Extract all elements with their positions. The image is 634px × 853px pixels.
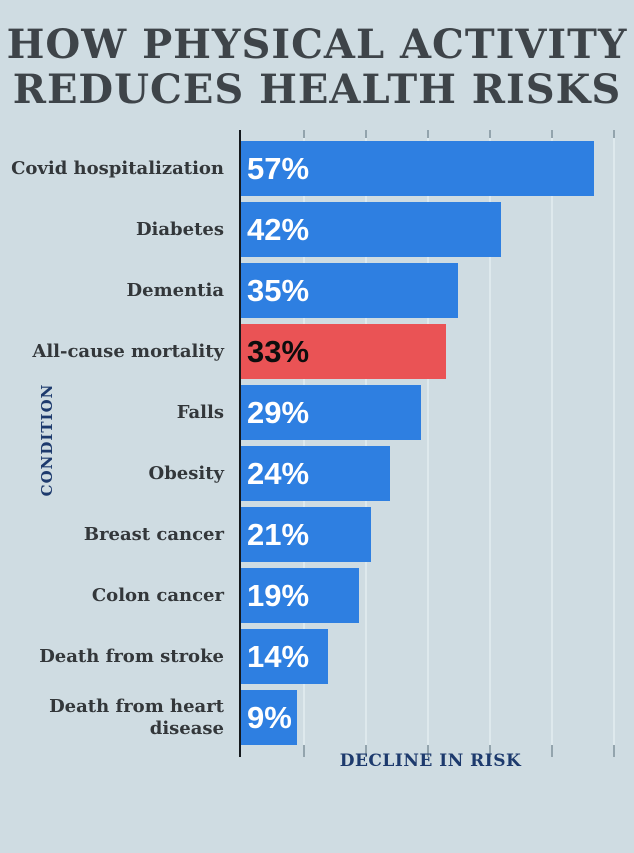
bar: 33% bbox=[241, 324, 446, 379]
bar-value-label: 24% bbox=[247, 456, 310, 491]
axis-tick-bottom bbox=[427, 745, 429, 757]
bar-value-label: 57% bbox=[247, 151, 310, 186]
axis-tick-bottom bbox=[303, 745, 305, 757]
category-label: Obesity bbox=[148, 462, 224, 484]
axis-tick-bottom bbox=[365, 745, 367, 757]
bar-value-label: 14% bbox=[247, 639, 310, 674]
bar: 19% bbox=[241, 568, 359, 623]
bar: 42% bbox=[241, 202, 502, 257]
bar-value-label: 42% bbox=[247, 212, 310, 247]
bar-value-label: 33% bbox=[247, 334, 310, 369]
bar-value-label: 21% bbox=[247, 517, 310, 552]
axis-tick-bottom bbox=[489, 745, 491, 757]
bar: 29% bbox=[241, 385, 421, 440]
y-axis-line bbox=[239, 130, 241, 757]
bar: 9% bbox=[241, 690, 297, 745]
category-label: Colon cancer bbox=[91, 584, 224, 606]
axis-tick-top bbox=[303, 130, 305, 138]
gridline bbox=[489, 138, 491, 745]
bar: 21% bbox=[241, 507, 372, 562]
category-label: Death from stroke bbox=[39, 645, 224, 667]
bar-value-label: 19% bbox=[247, 578, 310, 613]
bar-value-label: 29% bbox=[247, 395, 310, 430]
axis-tick-bottom bbox=[551, 745, 553, 757]
gridline bbox=[427, 138, 429, 745]
category-label: Diabetes bbox=[135, 218, 224, 240]
axis-tick-top bbox=[551, 130, 553, 138]
bar: 14% bbox=[241, 629, 328, 684]
axis-tick-bottom bbox=[613, 745, 615, 757]
bar: 24% bbox=[241, 446, 390, 501]
category-label: Covid hospitalization bbox=[11, 157, 224, 179]
x-axis-label: DECLINE IN RISK bbox=[339, 751, 522, 771]
axis-tick-top bbox=[489, 130, 491, 138]
gridline bbox=[551, 138, 553, 745]
category-label: Death from heart disease bbox=[49, 695, 224, 739]
bar: 57% bbox=[241, 141, 595, 196]
bar-value-label: 9% bbox=[247, 700, 292, 735]
axis-tick-top bbox=[427, 130, 429, 138]
gridline bbox=[365, 138, 367, 745]
gridline bbox=[303, 138, 305, 745]
category-label: Dementia bbox=[126, 279, 224, 301]
gridline bbox=[613, 138, 615, 745]
chart-title-line-2: REDUCES HEALTH RISKS bbox=[12, 66, 622, 113]
bar-value-label: 35% bbox=[247, 273, 310, 308]
axis-tick-top bbox=[365, 130, 367, 138]
category-label: All-cause mortality bbox=[32, 340, 224, 362]
chart-title: HOW PHYSICAL ACTIVITY REDUCES HEALTH RIS… bbox=[0, 22, 634, 112]
category-label: Falls bbox=[176, 401, 224, 423]
bar: 35% bbox=[241, 263, 458, 318]
axis-tick-top bbox=[613, 130, 615, 138]
category-label: Breast cancer bbox=[83, 523, 224, 545]
chart-title-line-1: HOW PHYSICAL ACTIVITY bbox=[6, 21, 628, 68]
category-label-column: Covid hospitalization Diabetes Dementia All… bbox=[0, 138, 232, 745]
plot-area: 57% 42% 35% 33% 29% 24% 21% 19% 14% 9% bbox=[239, 130, 620, 757]
